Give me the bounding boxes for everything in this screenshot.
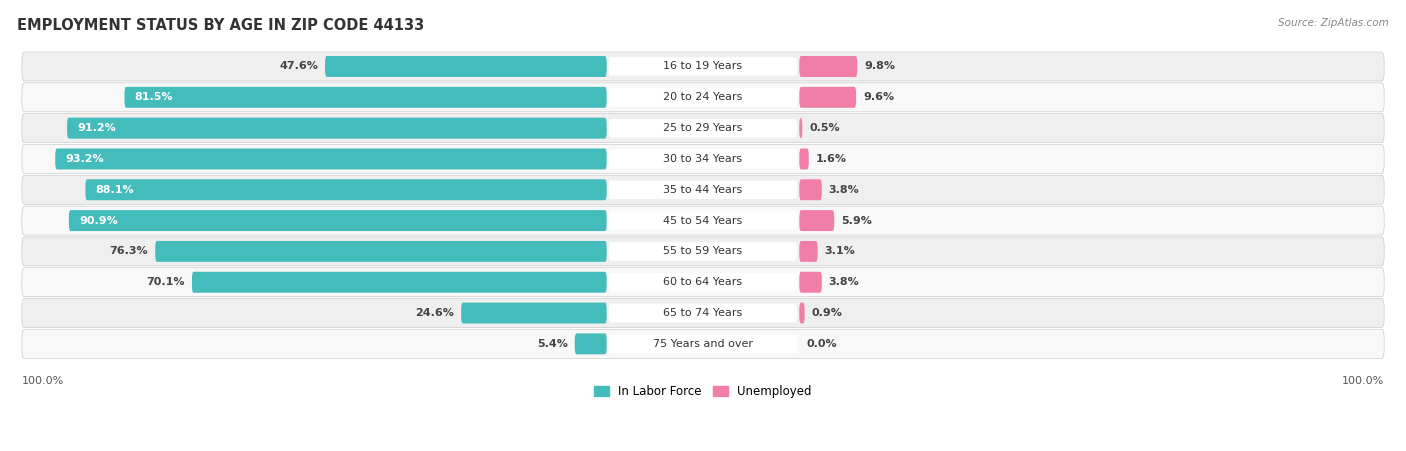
Text: 20 to 24 Years: 20 to 24 Years [664,92,742,102]
Text: EMPLOYMENT STATUS BY AGE IN ZIP CODE 44133: EMPLOYMENT STATUS BY AGE IN ZIP CODE 441… [17,18,425,33]
FancyBboxPatch shape [191,272,606,293]
Text: 3.8%: 3.8% [828,185,859,195]
Text: 5.4%: 5.4% [537,339,568,349]
Legend: In Labor Force, Unemployed: In Labor Force, Unemployed [589,380,817,403]
Text: 30 to 34 Years: 30 to 34 Years [664,154,742,164]
FancyBboxPatch shape [800,241,818,262]
Text: 100.0%: 100.0% [1341,376,1384,386]
Text: 75 Years and over: 75 Years and over [652,339,754,349]
Text: 76.3%: 76.3% [110,246,149,257]
FancyBboxPatch shape [800,87,856,108]
FancyBboxPatch shape [609,150,797,168]
FancyBboxPatch shape [22,144,1384,174]
Text: 25 to 29 Years: 25 to 29 Years [664,123,742,133]
FancyBboxPatch shape [800,272,821,293]
Text: 5.9%: 5.9% [841,216,872,226]
Text: 3.8%: 3.8% [828,277,859,287]
FancyBboxPatch shape [22,114,1384,143]
Text: 9.8%: 9.8% [865,61,896,72]
FancyBboxPatch shape [22,268,1384,297]
FancyBboxPatch shape [609,335,797,353]
Text: 60 to 64 Years: 60 to 64 Years [664,277,742,287]
FancyBboxPatch shape [86,179,606,200]
FancyBboxPatch shape [609,273,797,291]
Text: Source: ZipAtlas.com: Source: ZipAtlas.com [1278,18,1389,28]
FancyBboxPatch shape [800,148,808,170]
Text: 1.6%: 1.6% [815,154,846,164]
FancyBboxPatch shape [67,118,606,138]
FancyBboxPatch shape [55,148,606,170]
Text: 100.0%: 100.0% [22,376,65,386]
FancyBboxPatch shape [800,118,803,138]
Text: 91.2%: 91.2% [77,123,117,133]
FancyBboxPatch shape [22,175,1384,204]
FancyBboxPatch shape [609,57,797,76]
Text: 70.1%: 70.1% [146,277,186,287]
Text: 47.6%: 47.6% [280,61,318,72]
Text: 81.5%: 81.5% [135,92,173,102]
FancyBboxPatch shape [609,180,797,199]
FancyBboxPatch shape [69,210,606,231]
Text: 88.1%: 88.1% [96,185,135,195]
Text: 65 to 74 Years: 65 to 74 Years [664,308,742,318]
FancyBboxPatch shape [325,56,606,77]
FancyBboxPatch shape [155,241,606,262]
Text: 90.9%: 90.9% [79,216,118,226]
Text: 55 to 59 Years: 55 to 59 Years [664,246,742,257]
Text: 93.2%: 93.2% [66,154,104,164]
FancyBboxPatch shape [461,303,606,323]
FancyBboxPatch shape [22,52,1384,81]
FancyBboxPatch shape [575,333,606,354]
FancyBboxPatch shape [609,88,797,106]
FancyBboxPatch shape [800,303,804,323]
Text: 35 to 44 Years: 35 to 44 Years [664,185,742,195]
Text: 9.6%: 9.6% [863,92,894,102]
FancyBboxPatch shape [609,212,797,230]
Text: 0.5%: 0.5% [810,123,839,133]
Text: 24.6%: 24.6% [415,308,454,318]
FancyBboxPatch shape [609,242,797,261]
FancyBboxPatch shape [22,329,1384,359]
Text: 0.0%: 0.0% [806,339,837,349]
FancyBboxPatch shape [22,299,1384,327]
Text: 3.1%: 3.1% [824,246,855,257]
FancyBboxPatch shape [22,206,1384,235]
FancyBboxPatch shape [800,56,858,77]
Text: 0.9%: 0.9% [811,308,842,318]
FancyBboxPatch shape [22,237,1384,266]
FancyBboxPatch shape [800,210,834,231]
Text: 45 to 54 Years: 45 to 54 Years [664,216,742,226]
FancyBboxPatch shape [609,304,797,322]
FancyBboxPatch shape [125,87,606,108]
FancyBboxPatch shape [609,119,797,138]
FancyBboxPatch shape [800,179,821,200]
Text: 16 to 19 Years: 16 to 19 Years [664,61,742,72]
FancyBboxPatch shape [22,83,1384,112]
